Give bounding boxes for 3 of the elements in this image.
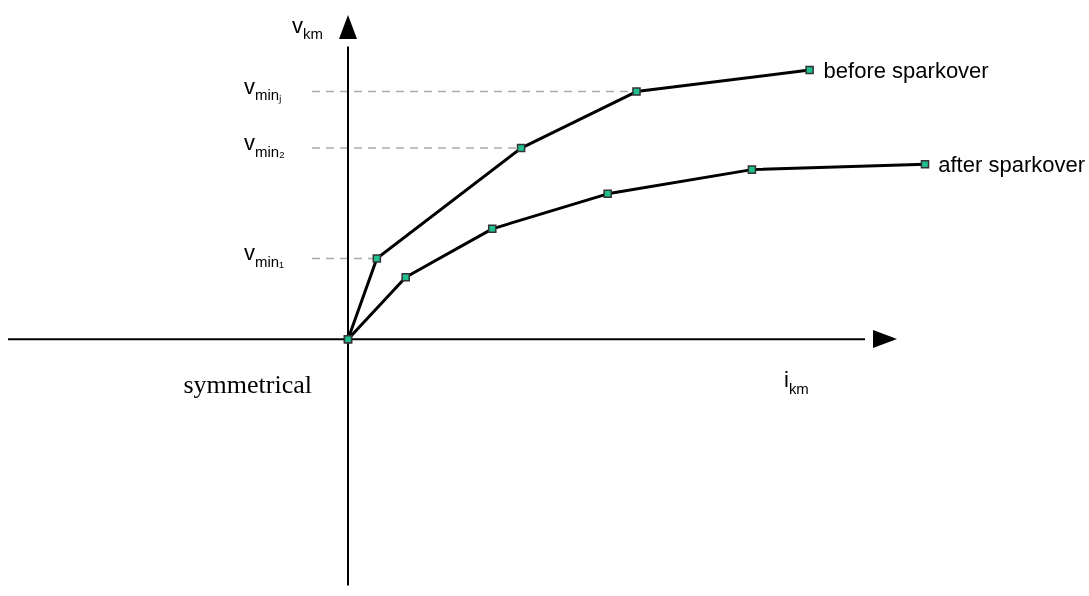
series-label: before sparkover — [823, 58, 989, 84]
text: symmetrical — [183, 370, 312, 400]
series-label: after sparkover — [938, 152, 1086, 178]
